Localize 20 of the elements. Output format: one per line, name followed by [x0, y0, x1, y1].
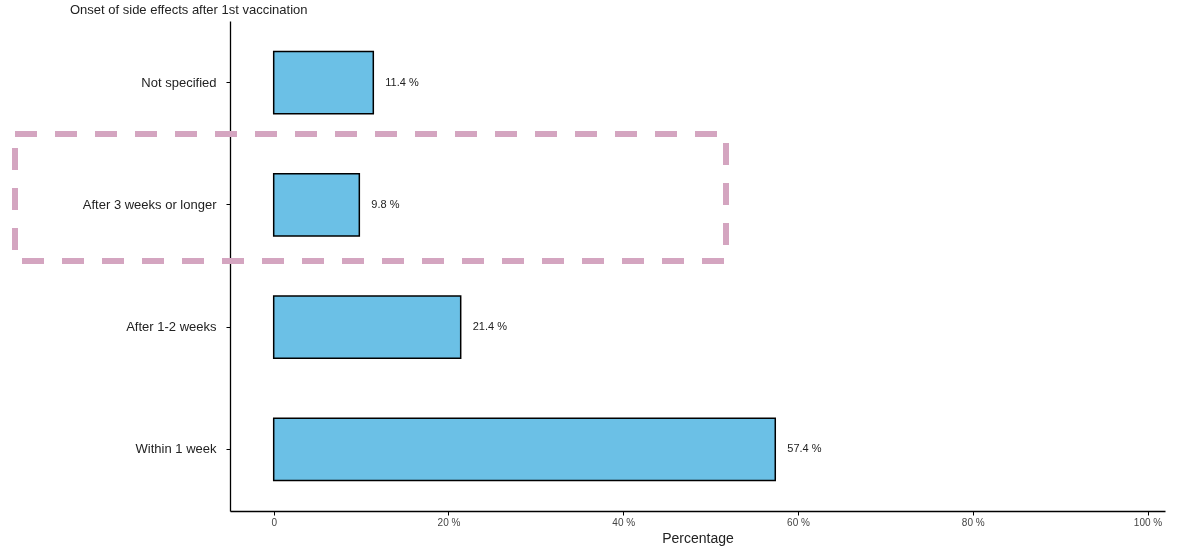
x-tick-label: 40 % — [612, 516, 636, 528]
y-tick-label: Within 1 week — [135, 441, 217, 457]
y-tick-label: After 3 weeks or longer — [82, 196, 218, 212]
chart-title: Onset of side effects after 1st vaccination — [70, 2, 308, 17]
x-tick-label: 80 % — [961, 516, 985, 528]
bar — [272, 172, 361, 237]
data-label: 57.4 % — [787, 442, 822, 455]
bar — [272, 417, 777, 482]
x-tick-label: 0 — [271, 516, 278, 528]
y-tick-label: After 1-2 weeks — [126, 319, 217, 335]
x-tick-label: 100 % — [1133, 516, 1163, 528]
data-label: 21.4 % — [472, 320, 508, 333]
x-tick-label: 60 % — [787, 516, 810, 528]
bar — [272, 50, 375, 115]
y-tick-label: Not specified — [141, 74, 217, 90]
data-label: 11.4 % — [385, 75, 419, 88]
x-axis-title: Percentage — [662, 529, 735, 546]
bar — [272, 295, 462, 360]
x-tick-label: 20 % — [437, 516, 461, 528]
data-label: 9.8 % — [371, 197, 400, 210]
